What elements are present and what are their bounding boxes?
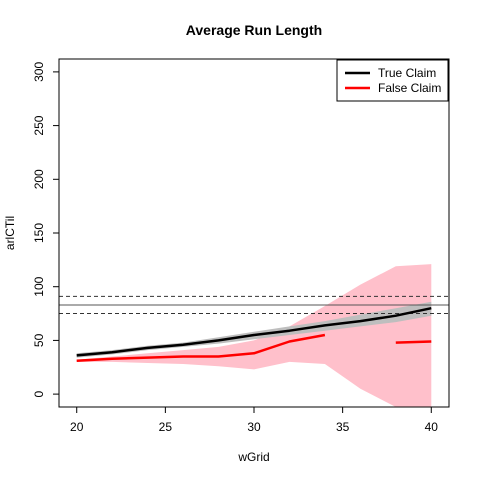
false-claim-line-segment-1 — [395, 340, 432, 344]
y-axis-label: arlCTil — [3, 216, 17, 250]
y-tick-label: 300 — [32, 62, 46, 82]
x-tick-label: 35 — [336, 420, 350, 434]
legend-true-claim-label: True Claim — [378, 66, 436, 80]
x-tick-label: 25 — [159, 420, 173, 434]
x-tick-label: 20 — [70, 420, 84, 434]
y-tick-label: 100 — [32, 276, 46, 296]
y-tick-label: 200 — [32, 169, 46, 189]
y-tick-label: 0 — [32, 390, 46, 397]
y-tick-label: 150 — [32, 223, 46, 243]
false-claim-line-segment-0 — [76, 333, 326, 363]
false-claim-confidence-band — [76, 264, 432, 407]
y-tick-label: 250 — [32, 115, 46, 135]
legend-box — [336, 59, 449, 102]
legend: True Claim False Claim — [336, 59, 449, 102]
x-tick-label: 40 — [425, 420, 439, 434]
chart-title: Average Run Length — [186, 22, 322, 38]
legend-false-claim-label: False Claim — [378, 81, 441, 95]
y-tick-label: 50 — [32, 333, 46, 347]
true-claim-line — [76, 306, 432, 357]
x-axis-label: wGrid — [237, 450, 269, 464]
x-tick-label: 30 — [247, 420, 261, 434]
